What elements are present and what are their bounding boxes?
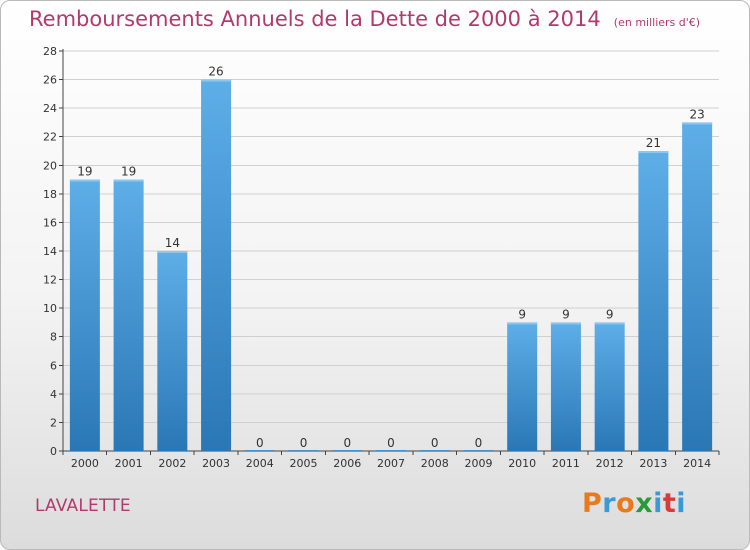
bar-highlight: [594, 322, 625, 325]
bar-2006: [332, 450, 363, 451]
data-label-2000: 19: [77, 165, 92, 179]
bar-highlight: [69, 179, 100, 182]
x-tick-label: 2008: [421, 457, 449, 470]
data-label-2006: 0: [343, 436, 351, 450]
bar-highlight: [507, 322, 538, 325]
bar-highlight: [157, 251, 188, 253]
bar-highlight: [113, 179, 144, 182]
data-label-2014: 23: [689, 107, 704, 121]
bar-highlight: [201, 79, 232, 82]
y-tick-label: 0: [50, 445, 57, 458]
logo-letter: r: [602, 488, 617, 519]
logo-letter: x: [635, 488, 654, 519]
x-tick-label: 2003: [202, 457, 230, 470]
bar-2008: [419, 450, 450, 451]
bar-highlight: [550, 322, 581, 325]
title-row: Remboursements Annuels de la Dette de 20…: [29, 7, 700, 31]
x-tick-label: 2014: [683, 457, 711, 470]
logo-letter: t: [662, 488, 677, 519]
bar-2013: [638, 151, 669, 451]
y-tick-label: 24: [43, 102, 57, 115]
bar-2007: [376, 450, 406, 451]
data-label-2010: 9: [518, 307, 526, 321]
bar-2000: [69, 179, 100, 452]
y-tick-label: 20: [43, 159, 57, 172]
chart-subtitle: (en milliers d'€): [613, 16, 701, 29]
bar-2012: [594, 322, 625, 451]
bar-2002: [157, 251, 188, 451]
data-label-2005: 0: [300, 436, 308, 450]
bar-2014: [682, 122, 713, 451]
x-tick-label: 2001: [115, 457, 143, 470]
data-labels: 19 19 14 26 0 0 0 0 0 0 9 9 9 21 23: [77, 65, 705, 450]
data-label-2007: 0: [387, 436, 395, 450]
y-tick-label: 22: [43, 131, 57, 144]
data-label-2001: 19: [121, 165, 136, 179]
logo-letter: i: [653, 488, 663, 519]
data-label-2008: 0: [431, 436, 439, 450]
x-tick-label: 2013: [639, 457, 667, 470]
y-tick-label: 2: [50, 416, 57, 429]
bar-2001: [113, 179, 144, 452]
bar-2005: [288, 450, 319, 451]
y-tick-label: 10: [43, 302, 57, 315]
data-label-2012: 9: [606, 307, 614, 321]
x-tick-label: 2012: [596, 457, 624, 470]
x-tick-label: 2004: [246, 457, 274, 470]
x-tick-label: 2005: [290, 457, 318, 470]
bar-2003: [201, 79, 232, 452]
logo-letter: i: [676, 488, 687, 519]
bar-2010: [507, 322, 538, 451]
x-tick-label: 2000: [71, 457, 99, 470]
y-tick-label: 12: [43, 274, 57, 287]
y-tick-label: 14: [43, 245, 57, 258]
grid-lines: [63, 50, 719, 423]
bar-2009: [463, 450, 494, 451]
x-tick-label: 2002: [158, 457, 186, 470]
y-tick-label: 8: [50, 331, 57, 344]
x-tick-label: 2010: [508, 457, 536, 470]
x-tick-label: 2009: [464, 457, 492, 470]
data-label-2002: 14: [165, 236, 180, 250]
y-tick-label: 26: [43, 74, 57, 87]
y-tick-label: 6: [50, 359, 57, 372]
bars: [69, 79, 713, 452]
y-tick-label: 18: [43, 188, 57, 201]
y-tick-label: 16: [43, 216, 57, 229]
x-tick-label: 2006: [333, 457, 361, 470]
logo-letter: o: [616, 488, 636, 519]
y-tick-label: 4: [50, 388, 57, 401]
chart-title: Remboursements Annuels de la Dette de 20…: [29, 7, 601, 31]
data-label-2004: 0: [256, 436, 264, 450]
logo-letter: P: [582, 488, 603, 519]
data-label-2009: 0: [475, 436, 483, 450]
bar-2004: [244, 450, 275, 451]
x-tick-label: 2007: [377, 457, 405, 470]
y-tick-label: 28: [43, 45, 57, 58]
data-label-2011: 9: [562, 307, 570, 321]
x-tick-label: 2011: [552, 457, 580, 470]
data-label-2003: 26: [208, 65, 223, 79]
bar-highlight: [638, 151, 669, 153]
bar-2011: [550, 322, 581, 451]
city-name: LAVALETTE: [35, 496, 131, 516]
data-label-2013: 21: [646, 136, 661, 150]
bar-highlight: [682, 122, 713, 125]
proxiti-logo[interactable]: Proxiti: [582, 488, 686, 519]
